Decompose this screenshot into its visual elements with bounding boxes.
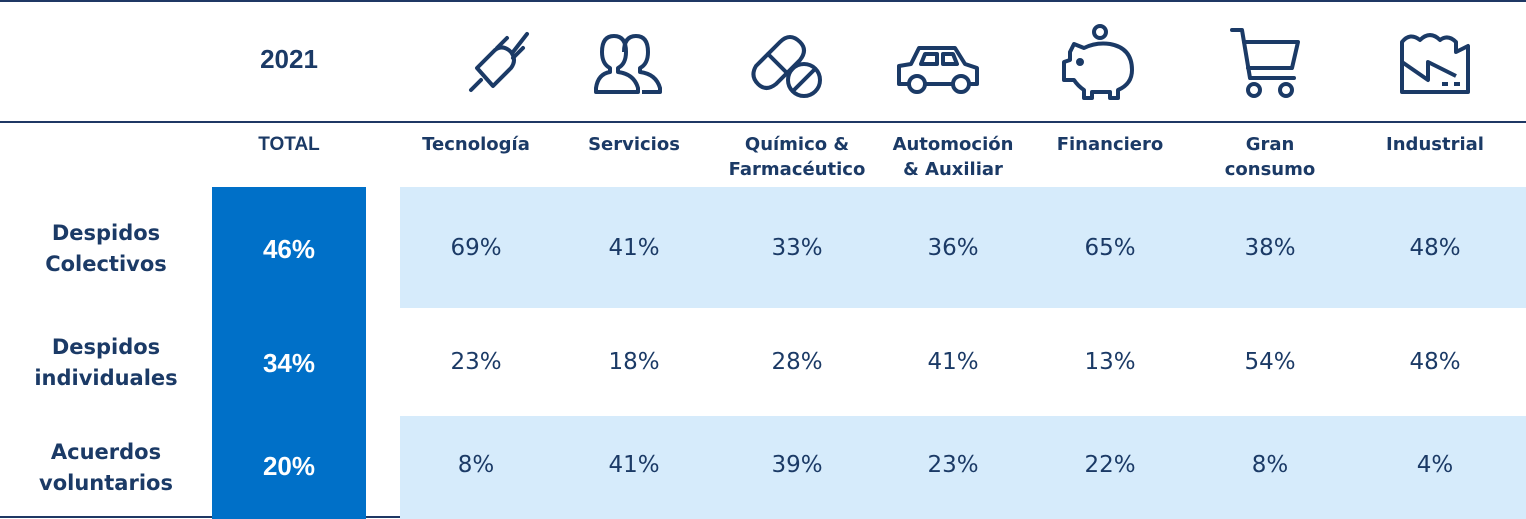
table-cell: 54% xyxy=(1244,349,1296,375)
car-icon xyxy=(893,18,983,108)
table-cell: 69% xyxy=(450,235,502,261)
piggy-bank-icon xyxy=(1052,18,1142,108)
table-cell: 33% xyxy=(771,235,823,261)
total-value: 20% xyxy=(262,451,316,481)
pill-icon xyxy=(742,18,832,108)
table-cell: 23% xyxy=(927,452,979,478)
column-header: Servicios xyxy=(588,134,680,155)
row-band-3 xyxy=(400,416,1526,519)
column-header: Automoción & Auxiliar xyxy=(892,134,1014,180)
total-value: 34% xyxy=(262,348,316,378)
column-header: Químico & Farmacéutico xyxy=(728,134,866,180)
table-cell: 8% xyxy=(457,452,495,478)
table-cell: 18% xyxy=(608,349,660,375)
row-band-1 xyxy=(400,187,1526,308)
table-cell: 8% xyxy=(1251,452,1289,478)
table-cell: 38% xyxy=(1244,235,1296,261)
table-cell: 48% xyxy=(1409,349,1461,375)
total-value: 46% xyxy=(262,234,316,264)
people-icon xyxy=(584,18,674,108)
column-header: Financiero xyxy=(1056,134,1164,155)
table-cell: 41% xyxy=(608,452,660,478)
table-cell: 41% xyxy=(927,349,979,375)
factory-icon xyxy=(1390,18,1480,108)
column-header: Industrial xyxy=(1386,134,1484,155)
table-cell: 22% xyxy=(1084,452,1136,478)
year-label: 2021 xyxy=(260,44,318,74)
column-header: Gran consumo xyxy=(1224,134,1316,180)
table-cell: 36% xyxy=(927,235,979,261)
column-header-total: TOTAL xyxy=(258,134,320,155)
table-cell: 65% xyxy=(1084,235,1136,261)
table-cell: 28% xyxy=(771,349,823,375)
shopping-cart-icon xyxy=(1222,18,1312,108)
header-rule xyxy=(0,121,1526,123)
table-cell: 48% xyxy=(1409,235,1461,261)
table-cell: 4% xyxy=(1416,452,1454,478)
row-label: Despidos individuales xyxy=(34,335,178,390)
row-label: Acuerdos voluntarios xyxy=(39,440,173,495)
table-cell: 23% xyxy=(450,349,502,375)
plug-icon xyxy=(451,18,541,108)
row-label: Despidos Colectivos xyxy=(45,221,167,276)
table-cell: 13% xyxy=(1084,349,1136,375)
table-cell: 39% xyxy=(771,452,823,478)
table-cell: 41% xyxy=(608,235,660,261)
total-column-highlight xyxy=(212,187,366,519)
column-header: Tecnología xyxy=(422,134,530,155)
top-rule xyxy=(0,0,1526,2)
